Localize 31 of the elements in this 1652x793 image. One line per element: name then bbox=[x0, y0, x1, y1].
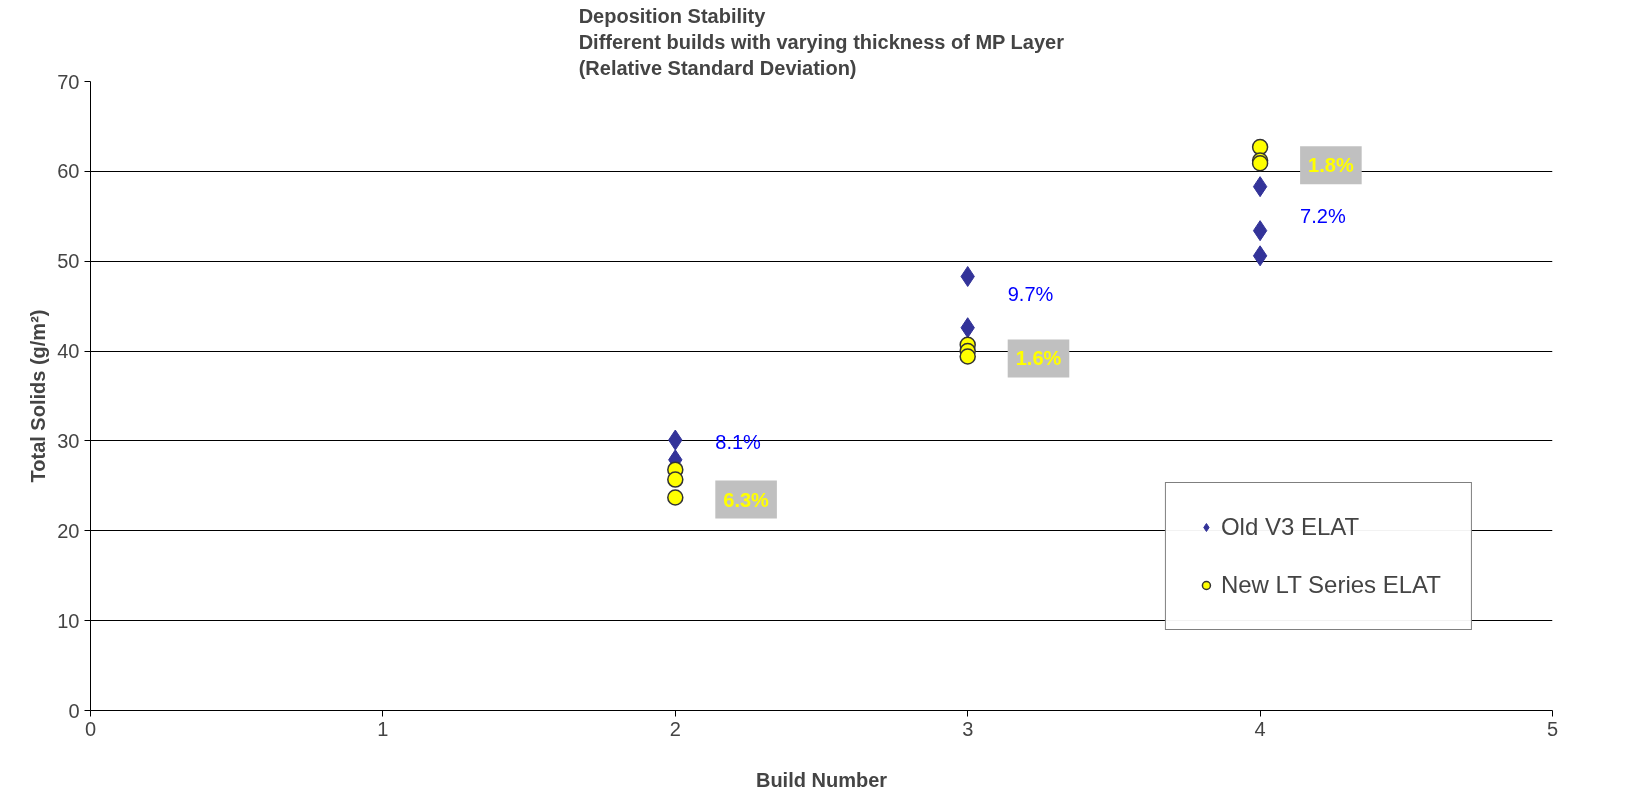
y-tick-label: 60 bbox=[57, 160, 80, 183]
legend-label: New LT Series ELAT bbox=[1220, 571, 1441, 599]
y-tick-label: 40 bbox=[57, 340, 80, 363]
annotation: 7.2% bbox=[1300, 205, 1346, 228]
y-axis-title: Total Solids (g/m²) bbox=[27, 309, 50, 483]
point bbox=[667, 471, 684, 488]
point bbox=[959, 348, 976, 365]
annotation: 9.7% bbox=[1007, 283, 1054, 306]
y-tick-label: 30 bbox=[57, 429, 80, 452]
x-tick-label: 5 bbox=[1546, 717, 1559, 740]
point bbox=[1252, 176, 1268, 198]
annotation: 1.8% bbox=[1308, 154, 1354, 177]
y-tick-label: 70 bbox=[57, 70, 80, 93]
annotation: 6.3% bbox=[723, 488, 770, 511]
point bbox=[1251, 138, 1269, 156]
point bbox=[667, 489, 684, 506]
chart-title: Deposition Stability Different builds with varying thickness of MP Layer (Relative Standard Deviation) bbox=[578, 4, 1065, 80]
x-tick-label: 3 bbox=[962, 717, 974, 740]
y-tick-label: 10 bbox=[57, 609, 80, 632]
x-tick-label: 1 bbox=[377, 717, 389, 740]
x-axis-title: Build Number bbox=[755, 768, 888, 791]
y-tick-label: 50 bbox=[57, 250, 80, 273]
y-tick-label: 0 bbox=[68, 699, 80, 722]
point bbox=[1252, 220, 1268, 242]
x-tick-label: 2 bbox=[669, 717, 681, 740]
point bbox=[1252, 245, 1268, 267]
annotation: 1.6% bbox=[1015, 347, 1062, 370]
x-tick-label: 0 bbox=[84, 717, 97, 740]
y-tick-label: 20 bbox=[57, 519, 80, 542]
x-tick-label: 4 bbox=[1254, 717, 1266, 740]
legend-label: Old V3 ELAT bbox=[1220, 513, 1360, 541]
